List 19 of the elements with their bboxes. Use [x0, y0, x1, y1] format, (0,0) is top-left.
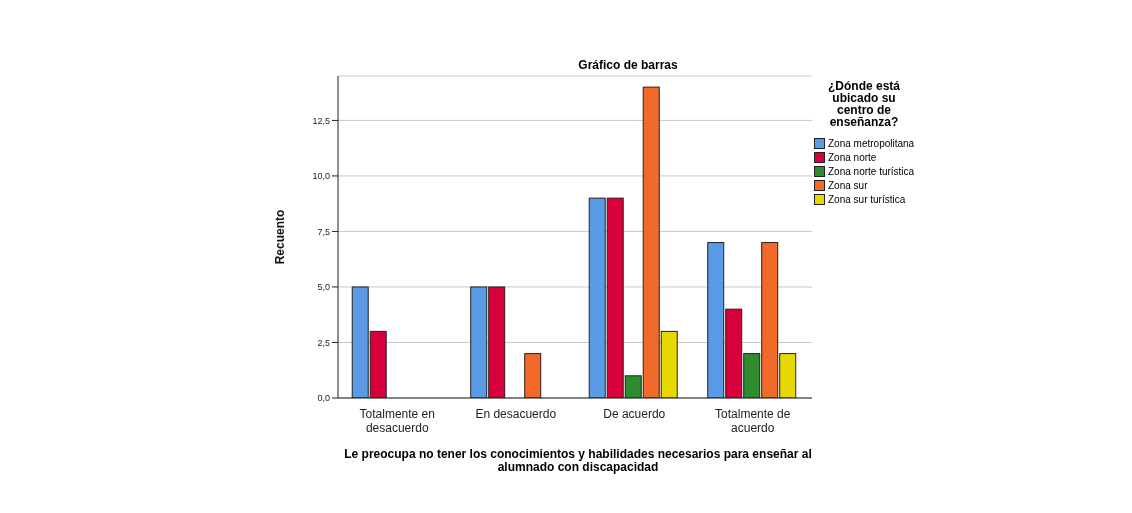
y-tick-label: 5,0 — [317, 282, 330, 293]
y-tick-label: 10,0 — [312, 171, 330, 182]
y-axis-title: Recuento — [273, 209, 288, 265]
y-tick-label: 12,5 — [312, 115, 330, 126]
x-axis-title: Le preocupa no tener los conocimientos y habilidades necesarios para enseñar al alumnado con discapacidad — [343, 447, 813, 474]
x-tick-label: Totalmente en desacuerdo — [359, 407, 435, 435]
y-tick-label: 2,5 — [317, 337, 330, 348]
legend-label: Zona metropolitana — [828, 137, 915, 149]
x-tick-label: Totalmente de acuerdo — [715, 407, 791, 435]
y-tick-label: 0,0 — [317, 393, 330, 404]
legend-label: Zona norte turística — [828, 165, 915, 177]
x-tick-label: En desacuerdo — [475, 407, 557, 421]
chart-title: Gráfico de barras — [577, 58, 679, 72]
legend-title: ¿Dónde está ubicado su centro de enseñanza? — [827, 79, 901, 129]
legend-label: Zona norte — [828, 151, 877, 163]
legend-label: Zona sur — [828, 179, 868, 191]
x-tick-label: De acuerdo — [603, 407, 666, 421]
y-tick-label: 7,5 — [317, 226, 330, 237]
legend-label: Zona sur turística — [828, 193, 906, 205]
